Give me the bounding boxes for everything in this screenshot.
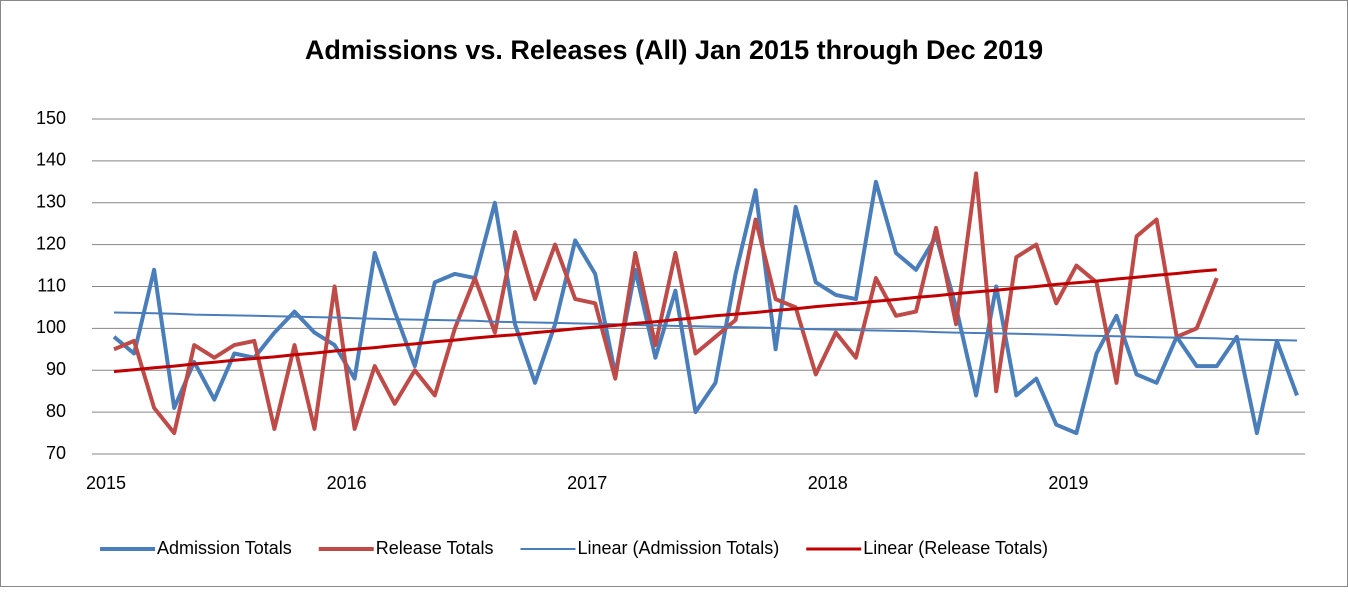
series-line bbox=[113, 311, 1298, 342]
legend-label: Admission Totals bbox=[157, 538, 292, 558]
x-tick-label: 2017 bbox=[567, 473, 607, 493]
x-tick-label: 2016 bbox=[327, 473, 367, 493]
y-tick-label: 100 bbox=[36, 317, 66, 337]
y-tick-label: 90 bbox=[46, 359, 66, 379]
y-tick-label: 70 bbox=[46, 443, 66, 463]
chart-title: Admissions vs. Releases (All) Jan 2015 t… bbox=[305, 35, 1043, 65]
x-tick-label: 2015 bbox=[86, 473, 126, 493]
legend-label: Linear (Admission Totals) bbox=[577, 538, 779, 558]
y-tick-label: 120 bbox=[36, 233, 66, 253]
series-line bbox=[113, 171, 1219, 436]
y-tick-label: 110 bbox=[37, 275, 66, 295]
y-tick-label: 140 bbox=[36, 150, 66, 170]
y-tick-label: 130 bbox=[36, 192, 66, 212]
x-tick-label: 2019 bbox=[1048, 473, 1088, 493]
series-line bbox=[112, 179, 1299, 436]
series-line bbox=[113, 268, 1217, 373]
y-tick-label: 150 bbox=[36, 108, 66, 128]
legend-label: Linear (Release Totals) bbox=[863, 538, 1048, 558]
y-tick-label: 80 bbox=[46, 401, 66, 421]
x-tick-label: 2018 bbox=[808, 473, 848, 493]
legend-label: Release Totals bbox=[376, 538, 494, 558]
